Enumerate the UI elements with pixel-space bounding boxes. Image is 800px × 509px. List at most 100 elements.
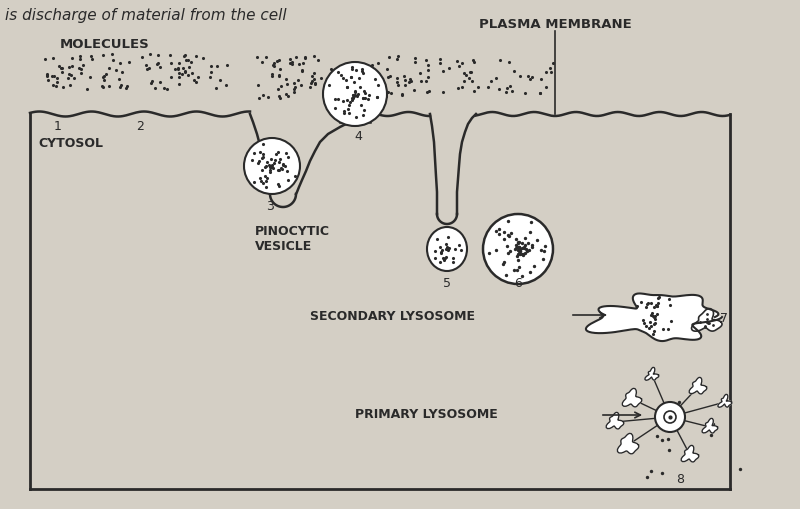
Point — [659, 413, 672, 421]
Polygon shape — [645, 367, 659, 381]
Point — [287, 86, 300, 94]
Point — [514, 73, 527, 81]
Point — [321, 84, 334, 93]
Point — [292, 76, 305, 84]
Point — [120, 84, 133, 93]
Point — [154, 64, 166, 72]
Point — [354, 69, 367, 77]
Point — [706, 420, 719, 429]
Point — [41, 71, 54, 79]
Point — [468, 59, 481, 67]
Point — [651, 432, 664, 440]
Text: 8: 8 — [676, 472, 684, 485]
Point — [141, 66, 154, 74]
Point — [197, 55, 210, 63]
Point — [286, 59, 299, 67]
Point — [500, 89, 513, 97]
Point — [66, 55, 78, 63]
Point — [173, 70, 186, 78]
Point — [68, 75, 81, 83]
Point — [256, 59, 269, 67]
Point — [307, 69, 320, 77]
Point — [309, 79, 322, 88]
Point — [152, 60, 165, 68]
Point — [295, 81, 308, 90]
Point — [86, 55, 99, 64]
Point — [464, 68, 477, 76]
Point — [268, 60, 281, 68]
Point — [382, 89, 394, 97]
Point — [180, 56, 193, 65]
Point — [267, 63, 280, 71]
Point — [471, 83, 484, 92]
Point — [322, 75, 334, 83]
Point — [57, 83, 70, 92]
Point — [534, 90, 546, 98]
Point — [163, 52, 176, 60]
Point — [534, 90, 546, 98]
Point — [250, 54, 263, 62]
Point — [114, 84, 126, 92]
Point — [392, 53, 405, 61]
Circle shape — [664, 411, 676, 423]
Point — [182, 72, 194, 80]
Point — [95, 82, 108, 91]
Point — [534, 75, 547, 83]
Point — [287, 89, 300, 97]
Point — [172, 60, 185, 68]
Point — [369, 91, 382, 99]
Point — [306, 77, 319, 86]
Point — [61, 75, 74, 83]
Point — [504, 83, 517, 91]
Point — [273, 73, 286, 81]
Point — [253, 95, 266, 103]
Point — [210, 63, 223, 71]
Point — [102, 65, 115, 73]
Point — [121, 83, 134, 91]
Point — [283, 60, 296, 68]
Point — [190, 79, 202, 87]
Point — [38, 56, 51, 64]
Point — [63, 82, 76, 90]
Point — [274, 66, 286, 74]
Point — [55, 65, 68, 73]
Point — [547, 60, 560, 68]
Text: 4: 4 — [354, 130, 362, 143]
Point — [77, 62, 90, 70]
Point — [298, 55, 311, 63]
Point — [455, 60, 468, 68]
Point — [395, 92, 408, 100]
Polygon shape — [618, 434, 639, 454]
Point — [371, 60, 384, 68]
Point — [365, 86, 378, 94]
Point — [409, 54, 422, 63]
Point — [366, 62, 378, 70]
Point — [506, 88, 518, 96]
Point — [80, 86, 93, 94]
Point — [186, 70, 198, 78]
Point — [272, 72, 285, 80]
Point — [205, 63, 218, 71]
Point — [284, 55, 297, 64]
Point — [544, 64, 557, 72]
Point — [655, 468, 668, 476]
Point — [289, 83, 302, 92]
Point — [296, 60, 309, 68]
Point — [98, 73, 110, 81]
Point — [279, 76, 292, 84]
Point — [306, 72, 318, 80]
Point — [357, 76, 370, 84]
Point — [178, 52, 191, 61]
Point — [380, 93, 393, 101]
Point — [354, 79, 367, 88]
Point — [139, 62, 152, 70]
Point — [266, 62, 279, 70]
Point — [331, 83, 344, 92]
Point — [390, 56, 403, 64]
Point — [325, 71, 338, 79]
Point — [307, 53, 320, 61]
Point — [165, 60, 178, 68]
Text: 7: 7 — [720, 311, 728, 324]
Point — [161, 86, 174, 94]
Point — [142, 64, 155, 72]
